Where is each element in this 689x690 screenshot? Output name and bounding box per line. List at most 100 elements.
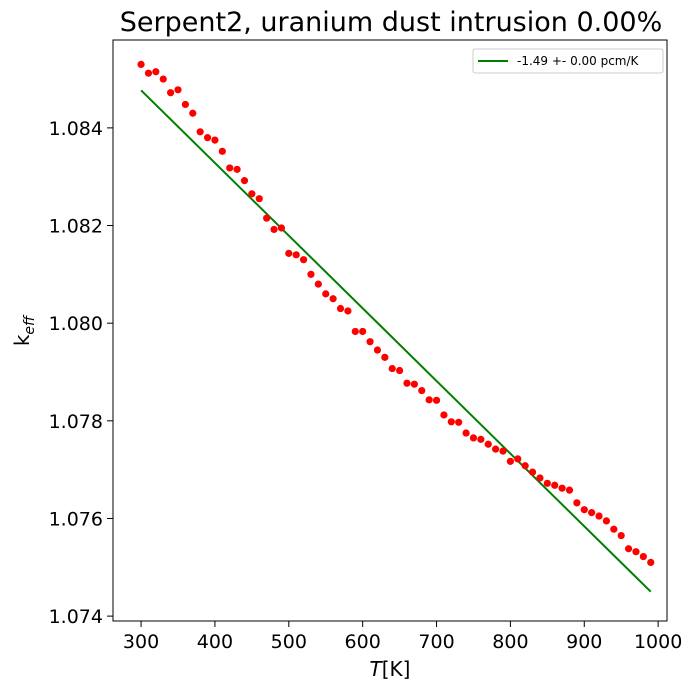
axis-layer: 300 400 500 600 700 800 900 1000 1.074 1.076 1.078… xyxy=(49,39,682,653)
data-point xyxy=(336,304,345,313)
data-point xyxy=(366,338,374,346)
data-point xyxy=(588,509,596,517)
y-tick-label: 1.076 xyxy=(49,508,103,530)
data-point xyxy=(314,280,322,288)
data-point xyxy=(536,474,544,482)
data-point xyxy=(521,462,529,470)
data-point xyxy=(580,506,588,514)
data-point xyxy=(610,525,618,533)
data-point xyxy=(359,327,367,336)
data-point xyxy=(447,418,455,426)
data-point xyxy=(418,386,426,395)
legend: -1.49 +- 0.00 pcm/K xyxy=(472,48,664,74)
legend-box xyxy=(472,48,664,74)
data-point xyxy=(440,411,448,419)
x-axis-label: T[K] xyxy=(370,657,411,681)
data-point xyxy=(484,440,492,448)
data-point xyxy=(344,307,352,315)
x-tick-label: 900 xyxy=(566,631,602,653)
data-point xyxy=(617,531,625,540)
data-point xyxy=(167,89,175,97)
data-point xyxy=(292,251,300,259)
data-point xyxy=(403,379,411,387)
y-tick-label: 1.084 xyxy=(49,118,103,140)
series-layer xyxy=(137,60,655,593)
data-point xyxy=(477,435,485,443)
data-point xyxy=(181,100,189,109)
data-point xyxy=(573,499,581,507)
data-point xyxy=(396,366,404,375)
y-tick-label: 1.082 xyxy=(49,216,103,238)
data-point xyxy=(322,290,330,298)
data-point xyxy=(240,177,249,185)
data-point xyxy=(462,429,470,437)
x-tick-label: 700 xyxy=(418,631,454,653)
data-point xyxy=(506,457,515,465)
data-point xyxy=(624,545,633,553)
data-point xyxy=(528,468,537,476)
data-point xyxy=(307,270,315,278)
data-point xyxy=(595,512,603,520)
y-tick-label: 1.078 xyxy=(49,411,103,433)
plot-frame xyxy=(112,39,668,622)
data-point xyxy=(381,353,389,361)
data-point xyxy=(255,195,263,203)
y-axis-label-subscript: eff xyxy=(22,314,38,335)
y-tick-label: 1.080 xyxy=(49,313,103,335)
x-tick-label: 1000 xyxy=(634,631,682,653)
data-point xyxy=(218,147,226,155)
plot-area xyxy=(113,40,667,621)
chart-title: Serpent2, uranium dust intrusion 0.00% xyxy=(120,7,662,38)
x-tick-label: 400 xyxy=(197,631,233,653)
data-point xyxy=(189,109,197,117)
x-tick-label: 800 xyxy=(492,631,528,653)
data-point xyxy=(152,68,160,76)
data-point xyxy=(388,364,396,373)
data-point xyxy=(174,86,182,94)
x-axis-label-unit: [K] xyxy=(382,657,411,681)
data-point xyxy=(329,295,337,303)
data-point xyxy=(469,434,478,442)
y-axis-label-main: k xyxy=(10,334,34,346)
x-tick-label: 500 xyxy=(271,631,307,653)
data-point xyxy=(410,380,418,388)
data-point xyxy=(565,486,574,494)
x-tick-label: 600 xyxy=(345,631,381,653)
data-point xyxy=(432,396,441,404)
data-point xyxy=(137,60,145,69)
data-point xyxy=(226,164,234,172)
data-point xyxy=(647,558,655,567)
y-axis-label: keff xyxy=(10,314,38,346)
data-point xyxy=(499,447,507,455)
data-point xyxy=(558,484,566,492)
data-point xyxy=(492,445,500,453)
data-point xyxy=(159,75,167,83)
data-point xyxy=(144,69,153,77)
data-point xyxy=(211,136,219,144)
data-point xyxy=(263,214,271,222)
data-point xyxy=(373,346,382,354)
data-point xyxy=(203,134,212,142)
data-point xyxy=(270,225,278,234)
data-point xyxy=(351,327,359,336)
y-tick-label: 1.074 xyxy=(49,606,103,628)
data-point xyxy=(632,548,640,556)
fit-line-series xyxy=(140,89,652,593)
data-point xyxy=(425,396,433,404)
data-point xyxy=(285,249,293,257)
data-point xyxy=(196,128,204,136)
data-point xyxy=(455,418,463,426)
plot-background xyxy=(113,40,667,621)
data-point xyxy=(551,481,559,489)
data-point xyxy=(277,224,286,232)
x-axis-label-variable: T xyxy=(370,657,384,681)
legend-label: -1.49 +- 0.00 pcm/K xyxy=(517,54,640,68)
data-point xyxy=(543,479,551,487)
data-point xyxy=(514,455,522,463)
data-point xyxy=(299,256,308,264)
data-point xyxy=(233,165,241,173)
x-tick-label: 300 xyxy=(123,631,159,653)
data-point xyxy=(602,517,611,525)
